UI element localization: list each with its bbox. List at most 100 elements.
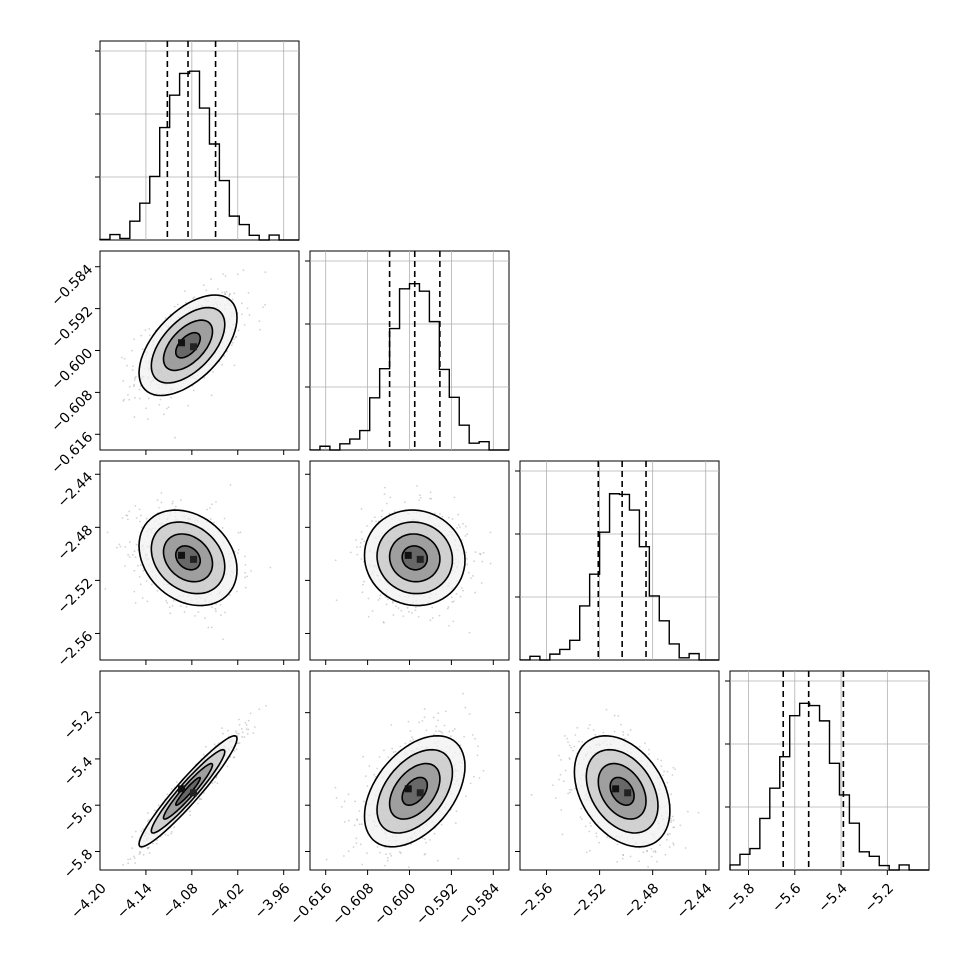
sample-point bbox=[580, 807, 583, 810]
x-tick-label: −2.52 bbox=[568, 880, 610, 922]
sample-point bbox=[236, 742, 239, 745]
sample-point bbox=[128, 556, 131, 558]
sample-point bbox=[666, 833, 669, 836]
sample-point bbox=[244, 586, 247, 589]
x-tick-label: −0.592 bbox=[413, 880, 461, 928]
sample-point bbox=[134, 396, 136, 399]
sample-point bbox=[453, 496, 456, 499]
sample-point bbox=[366, 525, 368, 527]
sample-point bbox=[376, 845, 379, 848]
sample-point bbox=[447, 606, 450, 608]
sample-point bbox=[380, 515, 383, 518]
sample-point bbox=[376, 767, 379, 770]
sample-point bbox=[134, 830, 137, 833]
sample-point bbox=[138, 388, 141, 391]
scatter-panel-0-3 bbox=[95, 670, 300, 875]
sample-point bbox=[466, 533, 469, 536]
sample-point bbox=[125, 514, 128, 517]
sample-point bbox=[646, 850, 648, 853]
sample-point bbox=[670, 821, 673, 823]
sample-point bbox=[613, 714, 616, 717]
sample-point bbox=[679, 824, 682, 827]
histogram-panel-0 bbox=[95, 40, 300, 241]
sample-point bbox=[221, 363, 224, 366]
sample-point bbox=[245, 723, 248, 726]
sample-point bbox=[126, 364, 128, 367]
sample-point bbox=[139, 520, 141, 523]
sample-point bbox=[660, 765, 663, 768]
sample-point bbox=[468, 571, 470, 574]
sample-point bbox=[399, 745, 402, 748]
sample-point bbox=[347, 850, 350, 852]
sample-point bbox=[672, 826, 675, 829]
sample-point bbox=[379, 594, 382, 597]
sample-point bbox=[236, 273, 239, 276]
y-tick-label: −2.48 bbox=[55, 522, 97, 564]
sample-point bbox=[568, 758, 571, 761]
sample-point bbox=[147, 818, 150, 821]
y-tick-label: −2.56 bbox=[55, 628, 97, 670]
sample-point bbox=[473, 560, 476, 563]
sample-point bbox=[588, 724, 591, 726]
sample-point bbox=[624, 738, 626, 740]
y-tick-label: −5.8 bbox=[61, 846, 96, 881]
sample-point bbox=[383, 621, 385, 624]
sample-point bbox=[363, 580, 366, 583]
sample-point bbox=[444, 710, 447, 713]
sample-point bbox=[258, 320, 261, 322]
sample-point bbox=[587, 727, 590, 730]
sample-point bbox=[126, 514, 129, 517]
sample-point bbox=[360, 508, 363, 510]
sample-point bbox=[429, 619, 432, 622]
sample-point bbox=[151, 583, 153, 586]
sample-point bbox=[203, 792, 205, 794]
sample-point bbox=[414, 609, 417, 612]
x-tick-label: −0.600 bbox=[371, 880, 419, 928]
sample-point bbox=[124, 545, 127, 548]
density-peak bbox=[190, 789, 198, 797]
sample-point bbox=[126, 518, 129, 521]
sample-point bbox=[216, 782, 219, 785]
y-tick-label: −5.4 bbox=[61, 754, 96, 789]
sample-point bbox=[411, 736, 413, 739]
sample-point bbox=[461, 692, 464, 695]
sample-point bbox=[448, 730, 451, 733]
sample-point bbox=[568, 744, 571, 747]
sample-point bbox=[433, 832, 436, 835]
x-tick-label: −5.2 bbox=[862, 880, 897, 915]
sample-point bbox=[381, 509, 384, 512]
sample-point bbox=[474, 737, 477, 740]
sample-point bbox=[478, 777, 481, 779]
sample-point bbox=[468, 713, 471, 715]
sample-point bbox=[621, 857, 624, 860]
sample-point bbox=[448, 624, 450, 627]
sample-point bbox=[686, 810, 689, 813]
sample-point bbox=[359, 843, 362, 846]
density-peak bbox=[178, 339, 186, 347]
sample-point bbox=[392, 751, 395, 754]
sample-point bbox=[207, 626, 210, 629]
density-peak bbox=[178, 785, 186, 793]
sample-point bbox=[368, 765, 371, 767]
sample-point bbox=[146, 846, 149, 849]
sample-point bbox=[390, 724, 393, 726]
sample-point bbox=[221, 291, 223, 294]
sample-point bbox=[224, 611, 226, 614]
sample-point bbox=[465, 795, 467, 798]
sample-point bbox=[451, 518, 454, 520]
sample-point bbox=[643, 742, 646, 745]
sample-point bbox=[687, 874, 689, 876]
sample-point bbox=[233, 749, 236, 752]
sample-point bbox=[147, 397, 150, 400]
corner-plot-panels: −4.20 −4.14 −4.08 −4.02 −3.96−0.616−0.608−0.… bbox=[48, 40, 930, 928]
sample-point bbox=[382, 621, 385, 623]
sample-point bbox=[258, 328, 261, 331]
sample-point bbox=[148, 328, 151, 330]
sample-point bbox=[187, 404, 190, 407]
sample-point bbox=[666, 838, 668, 841]
scatter-content bbox=[325, 692, 485, 869]
sample-point bbox=[389, 852, 392, 855]
sample-point bbox=[231, 298, 234, 301]
sample-point bbox=[184, 290, 186, 293]
sample-point bbox=[237, 552, 239, 554]
